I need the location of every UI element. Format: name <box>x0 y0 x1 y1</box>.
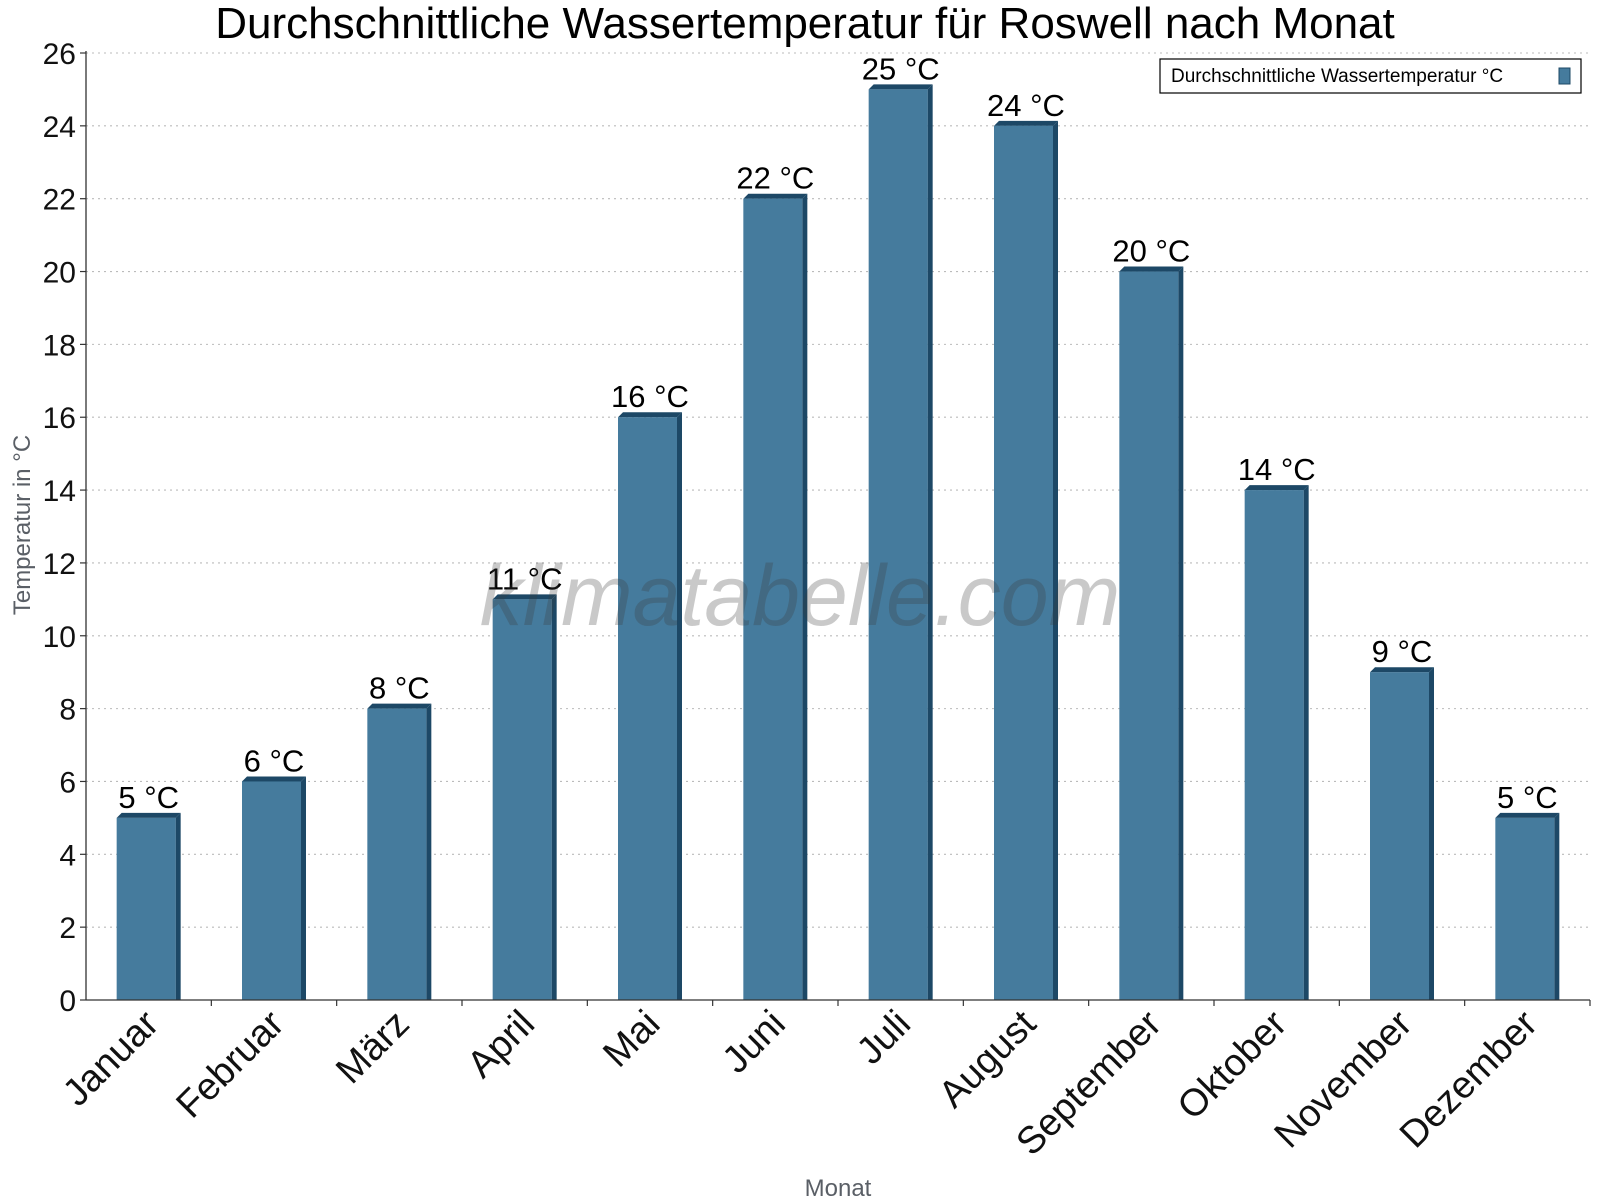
x-tick-label: Oktober <box>1170 1002 1296 1128</box>
bar-value-label: 5 °C <box>1497 780 1558 815</box>
bar-top <box>1119 266 1184 272</box>
bar-side <box>301 776 306 1000</box>
x-tick-label: Mai <box>595 1003 668 1076</box>
legend-box <box>1159 58 1582 94</box>
y-tick-label: 10 <box>43 621 76 654</box>
bar-februar <box>242 776 306 1000</box>
bar-side <box>1053 120 1058 1001</box>
bar-mai <box>618 412 682 1000</box>
y-tick-label: 2 <box>59 912 76 945</box>
bar-side <box>175 812 181 1000</box>
bar-side <box>677 412 682 1000</box>
grid-lines <box>86 52 1590 928</box>
bar-juni <box>743 193 808 1000</box>
bar-value-label: 22 °C <box>736 161 814 196</box>
bar-top <box>367 703 432 709</box>
bar-märz <box>367 703 432 1000</box>
y-tick-label: 12 <box>43 548 76 581</box>
bar-side <box>426 703 432 1000</box>
bar-september <box>1119 266 1184 1000</box>
bar-side <box>802 193 808 1000</box>
bar-top <box>994 120 1058 126</box>
x-tick-label: Juni <box>715 1003 794 1082</box>
bar-top <box>743 193 808 199</box>
bar-top <box>868 84 933 90</box>
bar-august <box>994 120 1058 1001</box>
bar-dezember <box>1495 812 1560 1000</box>
bar-front <box>242 781 301 1000</box>
x-tick-label: März <box>328 1003 417 1092</box>
bar-front <box>743 198 803 1000</box>
y-tick-label: 16 <box>43 402 76 435</box>
x-tick-label: Dezember <box>1392 1002 1546 1156</box>
bar-oktober <box>1244 485 1309 1001</box>
x-tick-label: August <box>931 1002 1045 1116</box>
bar-side <box>1178 266 1184 1000</box>
x-tick-label: Juli <box>849 1003 919 1073</box>
y-tick-label: 14 <box>43 475 76 508</box>
bar-value-label: 24 °C <box>987 88 1065 123</box>
y-tick-label: 26 <box>43 38 76 71</box>
bars: 5 °C 6 °C 8 °C 11 °C 16 °C 22 °C 25 °C 24 °C 20 … <box>116 51 1560 1001</box>
bar-value-label: 16 °C <box>611 379 689 414</box>
y-tick-label: 8 <box>59 694 76 727</box>
bar-side <box>927 84 933 1000</box>
bar-front <box>1495 817 1555 1000</box>
bar-value-label: 5 °C <box>118 780 179 815</box>
bar-top <box>618 412 682 418</box>
bar-januar <box>116 812 181 1000</box>
bar-front <box>116 817 176 1000</box>
bar-juli <box>868 84 933 1000</box>
bar-value-label: 6 °C <box>244 743 305 778</box>
bar-value-label: 8 °C <box>369 671 430 706</box>
bar-side <box>1429 667 1434 1000</box>
bar-april <box>492 594 557 1000</box>
bar-front <box>1370 672 1429 1000</box>
bar-front <box>618 417 677 1000</box>
bar-front <box>994 125 1053 1001</box>
y-axis-label: Temperatur in °C <box>9 435 36 615</box>
bar-value-label: 9 °C <box>1372 634 1433 669</box>
x-tick-label: Februar <box>169 1002 293 1126</box>
y-tick-label: 24 <box>43 111 76 144</box>
y-tick-label: 20 <box>43 257 76 290</box>
bar-top <box>492 594 557 600</box>
legend-swatch <box>1558 67 1571 85</box>
legend: Durchschnittliche Wassertemperatur °C <box>1159 58 1582 94</box>
bar-side <box>1554 812 1560 1000</box>
bar-front <box>1119 271 1179 1000</box>
bar-front <box>492 599 552 1000</box>
x-axis-ticks: Januar Februar März April Mai Juni Juli AugustS… <box>55 999 1591 1164</box>
bar-top <box>1495 812 1560 818</box>
x-tick-label: April <box>460 1003 543 1086</box>
bar-top <box>116 812 181 818</box>
bar-value-label: 14 °C <box>1238 452 1316 487</box>
y-tick-label: 4 <box>59 839 76 872</box>
bar-november <box>1370 667 1434 1000</box>
x-axis-label: Monat <box>805 1175 872 1200</box>
bar-top <box>242 776 306 782</box>
y-tick-label: 6 <box>59 766 76 799</box>
watermark: klimatabelle.com <box>480 548 1120 644</box>
bar-side <box>551 594 557 1000</box>
bar-front <box>1244 490 1304 1000</box>
x-tick-label: Januar <box>55 1002 167 1114</box>
bar-top <box>1244 485 1309 491</box>
y-tick-label: 22 <box>43 184 76 217</box>
bar-value-label: 20 °C <box>1112 234 1190 269</box>
bar-value-label: 25 °C <box>862 51 940 86</box>
y-tick-label: 18 <box>43 329 76 362</box>
legend-label: Durchschnittliche Wassertemperatur °C <box>1171 66 1503 87</box>
bar-front <box>868 89 928 1000</box>
chart-title: Durchschnittliche Wassertemperatur für R… <box>215 0 1395 48</box>
y-tick-label: 0 <box>59 985 76 1018</box>
bar-top <box>1370 667 1434 673</box>
bar-side <box>1303 485 1309 1001</box>
bar-front <box>367 708 427 1000</box>
bar-value-label: 11 °C <box>487 561 563 596</box>
